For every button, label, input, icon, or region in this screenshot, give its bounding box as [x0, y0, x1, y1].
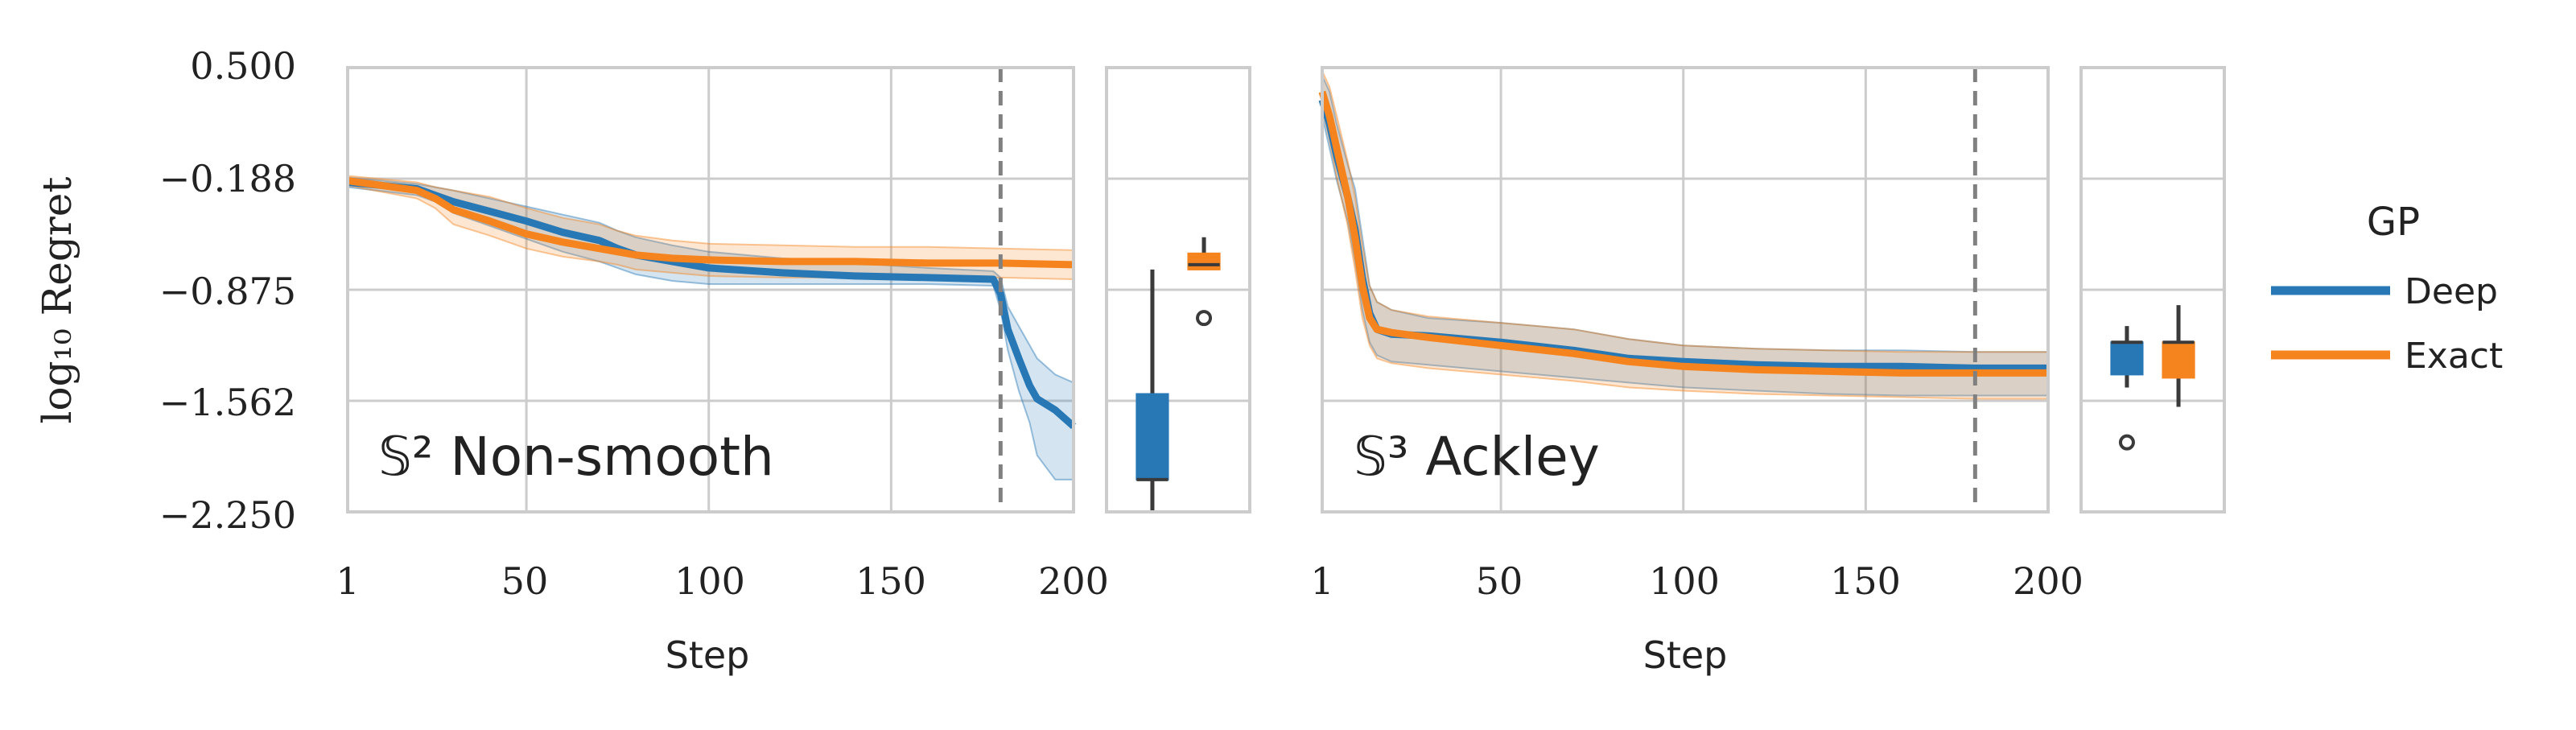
series-line-exact [347, 177, 1074, 269]
frame-layer [346, 66, 2226, 513]
panel1-annotation: 𝕊² Non-smooth [378, 426, 774, 488]
panel-frame [1105, 66, 1251, 513]
box-exact [2162, 341, 2195, 379]
panel-frame [346, 66, 1075, 513]
x-tick-label: 200 [1038, 559, 1109, 603]
line-layer [347, 68, 2048, 512]
box-exact [1187, 252, 1221, 270]
x-tick-label: 150 [1830, 559, 1901, 603]
legend-title: GP [2367, 200, 2420, 245]
panel3-xticks: 1 50 100 150 200 [1310, 559, 2083, 603]
legend: GP Deep Exact [2271, 200, 2503, 377]
legend-label-deep: Deep [2405, 271, 2498, 312]
y-tick-label: −0.875 [159, 270, 296, 313]
confidence-band-exact [1321, 70, 2049, 400]
panel3-annotation: 𝕊³ Ackley [1354, 426, 1600, 488]
x-tick-label: 100 [1649, 559, 1720, 603]
series-line-deep [347, 179, 1076, 429]
x-tick-label: 200 [2013, 559, 2083, 603]
x-tick-label: 150 [855, 559, 926, 603]
x-tick-label: 100 [674, 559, 745, 603]
panel-frame [2079, 66, 2226, 513]
y-tick-label: −1.562 [159, 381, 296, 424]
panel1-xlabel: Step [666, 633, 750, 677]
box-outlier [1196, 310, 1213, 327]
y-tick-label: −0.188 [159, 157, 296, 200]
box-deep [2110, 341, 2144, 376]
panel3-xlabel: Step [1643, 633, 1728, 677]
series-line-exact [1318, 90, 2048, 377]
x-tick-label: 1 [336, 559, 359, 603]
x-tick-label: 50 [501, 559, 549, 603]
box-outlier [2118, 434, 2135, 451]
x-tick-label: 50 [1476, 559, 1523, 603]
y-axis-label: log₁₀ Regret [34, 177, 80, 424]
y-tick-label: −2.250 [159, 493, 296, 537]
legend-label-exact: Exact [2405, 336, 2503, 377]
box-layer [1136, 237, 2195, 512]
band-layer [347, 70, 2049, 480]
panel1-yticks: 0.500 −0.188 −0.875 −1.562 −2.250 [159, 44, 296, 537]
panel-frame [1321, 66, 2050, 513]
y-tick-label: 0.500 [190, 44, 296, 88]
x-tick-label: 1 [1310, 559, 1333, 603]
panel1-xticks: 1 50 100 150 200 [336, 559, 1109, 603]
box-deep [1136, 393, 1169, 480]
